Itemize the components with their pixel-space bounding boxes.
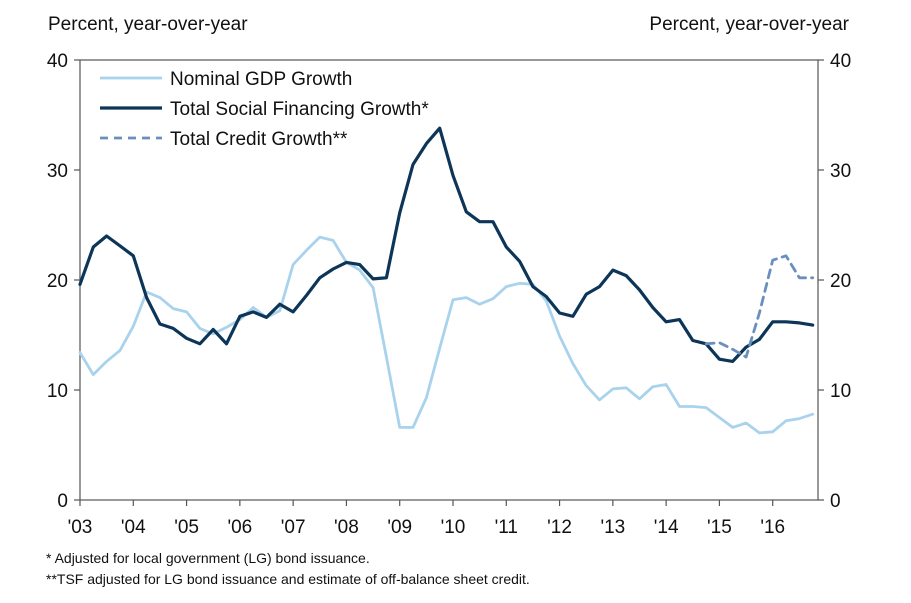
x-tick-label: '10 — [441, 517, 466, 538]
legend-label-0: Nominal GDP Growth — [170, 69, 352, 90]
x-tick-label: '14 — [654, 517, 679, 538]
y-right-tick-label: 20 — [830, 271, 851, 292]
y-right-tick-label: 30 — [830, 161, 851, 182]
footnote-local-government: * Adjusted for local government (LG) bon… — [46, 550, 370, 566]
x-tick-label: '06 — [227, 517, 252, 538]
x-tick-label: '05 — [174, 517, 199, 538]
y-right-tick-label: 0 — [830, 491, 841, 512]
y-left-tick-label: 30 — [47, 161, 68, 182]
y-right-tick-label: 40 — [830, 51, 851, 72]
series-line-2 — [704, 254, 815, 359]
x-tick-label: '08 — [334, 517, 359, 538]
y-left-tick-label: 10 — [47, 381, 68, 402]
footnote-tsf-adjusted: **TSF adjusted for LG bond issuance and … — [46, 571, 530, 587]
series-layer — [78, 126, 815, 435]
series-line-1 — [78, 126, 815, 363]
x-tick-label: '13 — [600, 517, 625, 538]
plot-frame — [79, 59, 819, 501]
legend-label-2: Total Credit Growth** — [170, 129, 348, 150]
y-left-tick-label: 0 — [57, 491, 68, 512]
x-tick-label: '16 — [760, 517, 785, 538]
y-left-tick-label: 20 — [47, 271, 68, 292]
legend-label-1: Total Social Financing Growth* — [170, 99, 429, 120]
x-tick-label: '11 — [495, 517, 518, 538]
line-chart: 0 0 10 10 20 20 30 30 40 40 '03 '04 '05 '06 '07 '08 '09 '… — [47, 51, 851, 538]
right-axis-unit-label: Percent, year-over-year — [649, 14, 849, 35]
legend: Nominal GDP Growth Total Social Financing… — [100, 69, 429, 150]
axes: 0 0 10 10 20 20 30 30 40 40 '03 '04 '05 '06 '07 '08 '09 '… — [47, 51, 851, 538]
x-tick-label: '15 — [707, 517, 732, 538]
y-left-tick-label: 40 — [47, 51, 68, 72]
x-tick-label: '04 — [121, 517, 146, 538]
y-right-tick-label: 10 — [830, 381, 851, 402]
series-line-0 — [78, 235, 815, 435]
x-tick-label: '03 — [68, 517, 93, 538]
x-tick-label: '12 — [547, 517, 572, 538]
left-axis-unit-label: Percent, year-over-year — [48, 14, 248, 35]
x-tick-label: '07 — [281, 517, 306, 538]
x-tick-label: '09 — [387, 517, 412, 538]
